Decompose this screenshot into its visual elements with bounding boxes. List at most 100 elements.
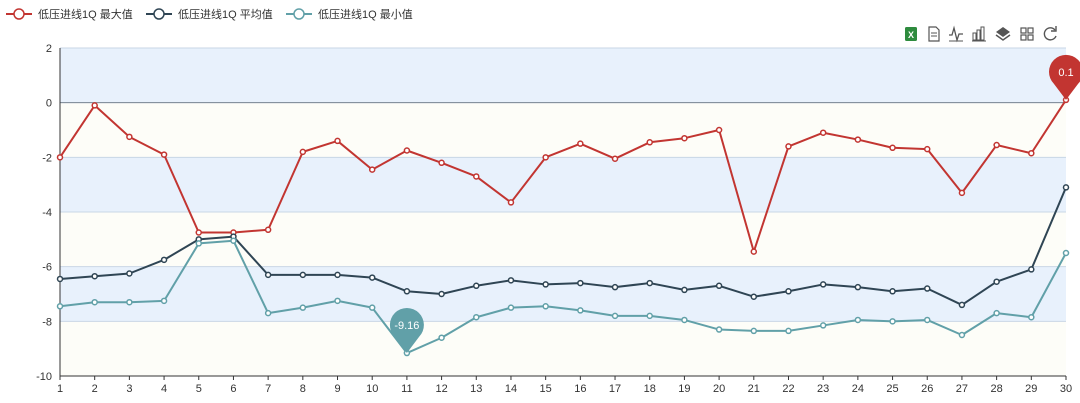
- data-point[interactable]: [264, 271, 272, 279]
- data-point[interactable]: [507, 199, 515, 206]
- data-point[interactable]: [507, 304, 515, 311]
- data-point[interactable]: [126, 298, 133, 306]
- data-point[interactable]: [611, 312, 619, 320]
- data-point[interactable]: [715, 282, 723, 290]
- data-point[interactable]: [403, 147, 411, 154]
- data-point[interactable]: [403, 288, 411, 295]
- data-point[interactable]: [750, 327, 758, 335]
- data-point[interactable]: [299, 271, 307, 279]
- series-2[interactable]: [56, 184, 1070, 309]
- data-point[interactable]: [785, 327, 792, 335]
- data-point[interactable]: [507, 277, 515, 284]
- data-point[interactable]: [958, 189, 966, 197]
- data-point[interactable]: [993, 309, 1000, 317]
- data-point[interactable]: [264, 309, 272, 317]
- data-point[interactable]: [368, 304, 376, 311]
- data-point[interactable]: [126, 133, 133, 141]
- data-point[interactable]: [611, 283, 619, 291]
- data-point[interactable]: [438, 334, 445, 341]
- data-point[interactable]: [473, 173, 480, 180]
- data-point[interactable]: [438, 290, 445, 298]
- bar-chart-icon[interactable]: [972, 26, 986, 42]
- data-point[interactable]: [889, 144, 896, 152]
- legend-item[interactable]: 低压进线1Q 最大值: [6, 7, 133, 21]
- data-point[interactable]: [923, 145, 931, 153]
- legend-item[interactable]: 低压进线1Q 平均值: [146, 7, 273, 21]
- data-point[interactable]: [681, 316, 688, 324]
- stack-icon[interactable]: [995, 27, 1011, 41]
- data-point[interactable]: [681, 134, 688, 142]
- data-point[interactable]: [993, 141, 1000, 149]
- data-point[interactable]: [542, 154, 549, 161]
- marker-pin[interactable]: 0.1: [1049, 54, 1080, 100]
- data-point[interactable]: [1028, 149, 1035, 157]
- data-point[interactable]: [611, 155, 619, 162]
- data-point[interactable]: [715, 126, 723, 134]
- data-point[interactable]: [646, 139, 653, 146]
- data-point[interactable]: [56, 303, 64, 310]
- data-point[interactable]: [438, 159, 445, 167]
- data-point[interactable]: [56, 275, 64, 283]
- tiled-icon[interactable]: [1020, 27, 1034, 41]
- data-point[interactable]: [577, 279, 584, 287]
- data-point[interactable]: [819, 281, 827, 288]
- data-point[interactable]: [819, 322, 827, 329]
- data-point[interactable]: [646, 279, 653, 287]
- data-point[interactable]: [646, 312, 653, 320]
- data-point[interactable]: [299, 148, 307, 156]
- data-point[interactable]: [126, 270, 133, 277]
- data-point[interactable]: [958, 301, 966, 309]
- data-point[interactable]: [715, 326, 723, 333]
- legend-item[interactable]: 低压进线1Q 最小值: [286, 7, 413, 21]
- data-view-icon[interactable]: [928, 26, 940, 42]
- data-point[interactable]: [1062, 249, 1070, 257]
- data-point[interactable]: [1028, 313, 1035, 321]
- data-point[interactable]: [334, 137, 341, 145]
- data-point[interactable]: [993, 278, 1000, 285]
- data-point[interactable]: [334, 297, 341, 305]
- data-point[interactable]: [91, 272, 98, 280]
- data-point[interactable]: [854, 316, 862, 324]
- data-point[interactable]: [368, 274, 376, 281]
- data-point[interactable]: [542, 281, 549, 288]
- data-point[interactable]: [923, 316, 931, 324]
- data-point[interactable]: [1028, 266, 1035, 273]
- data-point[interactable]: [854, 136, 862, 143]
- data-point[interactable]: [785, 288, 792, 295]
- data-point[interactable]: [160, 297, 168, 305]
- data-point[interactable]: [473, 282, 480, 290]
- restore-icon[interactable]: [1043, 26, 1057, 41]
- data-point[interactable]: [819, 129, 827, 136]
- data-point[interactable]: [785, 143, 792, 150]
- data-point[interactable]: [889, 288, 896, 295]
- line-chart-icon[interactable]: [949, 25, 963, 43]
- data-point[interactable]: [473, 313, 480, 321]
- data-point[interactable]: [195, 229, 203, 236]
- data-point[interactable]: [923, 285, 931, 292]
- series-1[interactable]: [56, 96, 1070, 255]
- data-point[interactable]: [160, 151, 168, 158]
- data-point[interactable]: [889, 318, 896, 325]
- data-point[interactable]: [681, 286, 688, 294]
- data-point[interactable]: [195, 240, 203, 247]
- data-point[interactable]: [958, 331, 966, 339]
- data-point[interactable]: [542, 303, 549, 310]
- data-point[interactable]: [368, 166, 376, 173]
- data-point[interactable]: [160, 256, 168, 264]
- data-point[interactable]: [91, 102, 98, 109]
- data-point[interactable]: [750, 293, 758, 300]
- series-3[interactable]: [56, 237, 1070, 357]
- data-point[interactable]: [577, 140, 584, 147]
- data-point[interactable]: [230, 237, 237, 244]
- data-point[interactable]: [91, 298, 98, 306]
- data-point[interactable]: [299, 304, 307, 311]
- data-point[interactable]: [750, 248, 758, 255]
- data-point[interactable]: [334, 271, 341, 279]
- data-point[interactable]: [56, 154, 64, 161]
- excel-icon[interactable]: X: [905, 27, 917, 41]
- data-point[interactable]: [1062, 184, 1070, 191]
- marker-pin[interactable]: -9.16: [389, 307, 424, 354]
- data-point[interactable]: [854, 283, 862, 291]
- data-point[interactable]: [264, 226, 272, 234]
- data-point[interactable]: [577, 307, 584, 314]
